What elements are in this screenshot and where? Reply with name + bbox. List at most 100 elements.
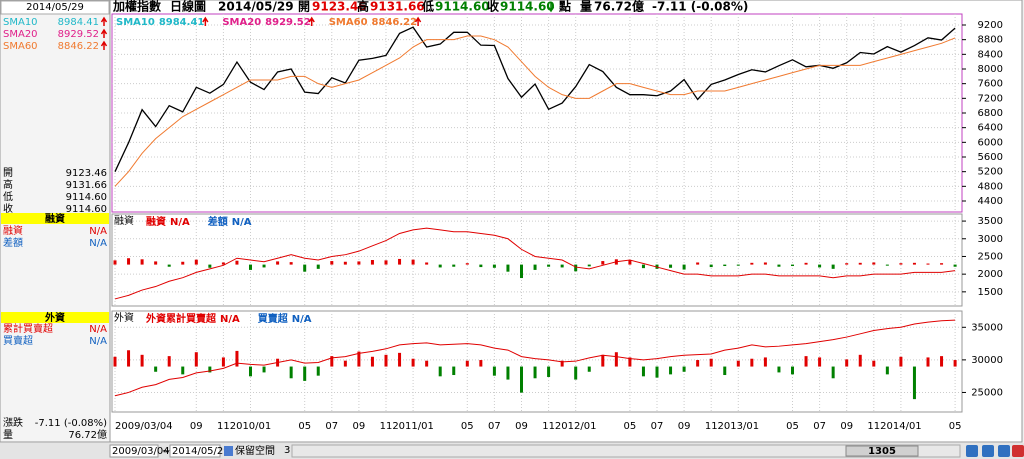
bar xyxy=(316,366,320,376)
bar xyxy=(547,366,551,377)
toolbar-button xyxy=(982,445,994,457)
scrollbar xyxy=(291,444,961,458)
bar xyxy=(791,264,794,267)
up-arrow xyxy=(202,16,209,26)
bar xyxy=(370,260,374,265)
bar xyxy=(452,264,456,267)
x-tick-label: 2013/01 xyxy=(718,421,760,432)
bar xyxy=(533,264,537,270)
bar xyxy=(330,356,334,367)
y-tick-label: 7600 xyxy=(978,79,1003,90)
bar xyxy=(506,264,510,272)
x-tick-label: 05 xyxy=(461,421,474,432)
bar xyxy=(709,264,713,268)
y-tick-label: 3000 xyxy=(978,234,1003,245)
bar xyxy=(560,360,564,367)
x-tick-label: 09 xyxy=(515,421,528,432)
y-tick-label: 6800 xyxy=(978,108,1003,119)
bar xyxy=(560,264,564,268)
header-unit: 點 xyxy=(559,0,571,14)
bar xyxy=(696,360,700,367)
quote-value: 9114.60 xyxy=(66,192,107,203)
quote-value: 9131.66 xyxy=(66,180,107,191)
x-tick-label: 09 xyxy=(840,421,853,432)
bar xyxy=(208,366,212,373)
y-tick-label: 35000 xyxy=(971,322,1003,333)
legend-name: SMA20 xyxy=(222,17,261,28)
y-tick-label: 5600 xyxy=(978,152,1003,163)
x-tick-label: 11 xyxy=(542,421,555,432)
bar xyxy=(940,263,944,265)
bar xyxy=(276,261,280,265)
x-tick-label: 07 xyxy=(813,421,826,432)
header-change: -7.11 (-0.08%) xyxy=(652,0,748,14)
bar xyxy=(357,261,361,265)
header-name: 加權指數 xyxy=(112,0,161,14)
bar xyxy=(723,366,727,376)
bar xyxy=(628,357,632,367)
bar xyxy=(249,366,252,377)
legend-name: 差額 xyxy=(208,215,228,228)
bar xyxy=(763,357,767,367)
bar xyxy=(140,354,144,367)
row-label: 差額 xyxy=(3,236,23,249)
legend-entry: SMA20 8929.52 xyxy=(222,17,310,28)
bar xyxy=(750,262,754,265)
y-tick-label: 9200 xyxy=(978,20,1003,31)
bar xyxy=(452,366,456,376)
legend-value: N/A xyxy=(170,217,190,228)
footer-sep: ~ xyxy=(162,446,170,457)
ma-value: 8846.22 xyxy=(58,41,99,52)
y-tick-label: 1500 xyxy=(978,287,1003,298)
y-tick-label: 7200 xyxy=(978,93,1003,104)
bar xyxy=(601,354,605,367)
y-tick-label: 5200 xyxy=(978,167,1003,178)
bar xyxy=(912,366,916,400)
header-open-label: 開 xyxy=(298,0,310,14)
bar xyxy=(736,360,740,367)
bar xyxy=(777,366,781,373)
footer-from: 2009/03/04 xyxy=(112,446,170,457)
bar xyxy=(885,264,889,266)
bar xyxy=(926,357,930,367)
bar xyxy=(465,263,469,265)
bar xyxy=(736,264,740,266)
ma-name: SMA10 xyxy=(3,17,38,28)
legend-entry: 外資累計買賣超 N/A xyxy=(145,312,240,325)
row-label: 融資 xyxy=(3,225,23,237)
bar xyxy=(831,366,835,379)
bar xyxy=(289,366,293,379)
ma-name: SMA20 xyxy=(3,29,38,40)
bar xyxy=(587,264,591,267)
quote-label: 收 xyxy=(3,202,13,215)
legend-entry: SMA60 8846.22 xyxy=(329,17,417,28)
y-tick-label: 2500 xyxy=(978,251,1003,262)
y-tick-label: 2000 xyxy=(978,269,1003,280)
header-low-label: 低 xyxy=(421,0,434,14)
to-box xyxy=(169,444,221,458)
bar xyxy=(492,366,496,376)
reserve-icon xyxy=(224,446,233,456)
bar xyxy=(614,352,618,367)
bar xyxy=(723,264,727,267)
bar xyxy=(953,264,957,267)
bar xyxy=(398,352,402,367)
bar xyxy=(804,356,808,367)
summary-value: 76.72億 xyxy=(68,428,107,441)
row-value: N/A xyxy=(89,238,107,249)
bar xyxy=(343,261,347,265)
from-box xyxy=(109,444,159,458)
x-tick-label: 09 xyxy=(190,421,203,432)
down-arrow xyxy=(547,3,555,13)
ma-value: 8984.41 xyxy=(58,17,99,28)
bar xyxy=(669,264,673,268)
legend-name: 外資累計買賣超 xyxy=(145,312,217,325)
toolbar-button xyxy=(966,445,978,457)
bar xyxy=(113,260,117,265)
bar xyxy=(506,366,510,380)
bar xyxy=(289,262,293,265)
quote-label: 高 xyxy=(3,178,13,191)
x-tick-label: 05 xyxy=(949,421,962,432)
bar xyxy=(804,262,808,265)
header-low: 9114.60 xyxy=(435,0,490,14)
